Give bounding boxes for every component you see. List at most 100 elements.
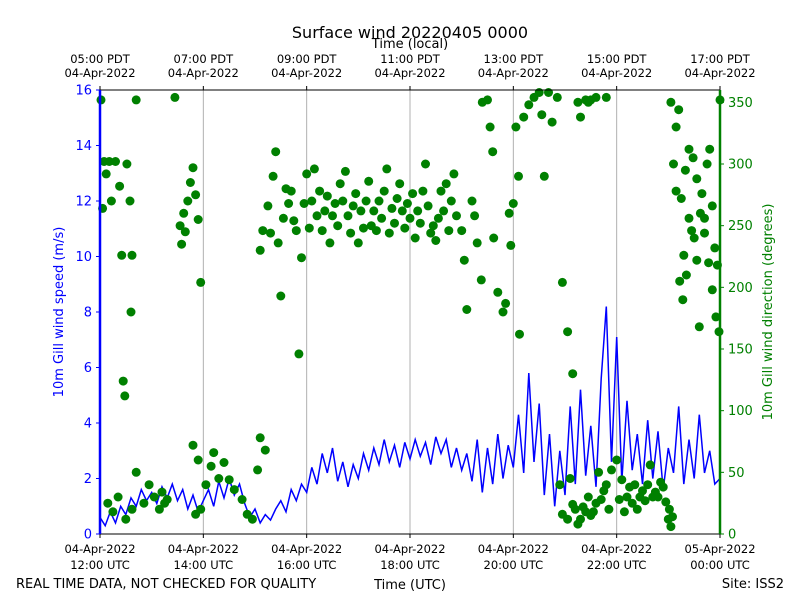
wind-direction-point-159 [539,171,549,181]
wind-direction-point-78 [312,211,322,221]
wind-speed-line [99,306,721,528]
wind-direction-point-122 [426,228,436,238]
bottom-tick-date-20: 04-Apr-2022 [478,542,549,556]
wind-direction-point-74 [302,169,312,179]
wind-direction-point-6 [111,157,120,166]
top-tick-time-18: 11:00 PDT [380,52,441,66]
wind-direction-point-183 [583,492,593,502]
wind-direction-point-101 [371,226,381,236]
wind-direction-point-241 [684,144,694,154]
wind-direction-point-111 [397,206,407,216]
wind-direction-point-204 [640,496,650,506]
wind-direction-point-26 [157,487,167,497]
top-tick-date-22: 04-Apr-2022 [581,66,652,80]
wind-direction-point-36 [188,163,198,173]
left-tick-label-14: 14 [75,139,92,154]
bottom-tick-time-14: 14:00 UTC [174,558,234,572]
wind-direction-point-176 [565,474,575,483]
wind-direction-point-35 [185,178,195,187]
wind-direction-point-201 [632,504,642,514]
right-tick-label-250: 250 [728,219,753,234]
wind-direction-point-147 [501,298,511,308]
bottom-tick-time-16: 16:00 UTC [277,558,337,572]
wind-direction-point-60 [266,228,275,238]
wind-direction-point-61 [268,171,278,181]
wind-direction-point-57 [255,245,265,255]
bottom-tick-date-12: 04-Apr-2022 [64,542,135,556]
wind-direction-point-126 [436,186,446,196]
top-tick-date-24: 04-Apr-2022 [684,66,755,80]
wind-direction-point-55 [255,433,265,443]
wind-direction-point-160 [544,88,553,97]
wind-direction-point-151 [511,122,521,132]
wind-direction-point-161 [547,117,557,127]
wind-direction-point-112 [400,223,410,233]
wind-direction-point-22 [139,498,149,508]
wind-direction-point-108 [390,218,399,228]
top-tick-time-24: 17:00 PDT [690,52,751,66]
wind-direction-point-133 [457,226,467,236]
wind-direction-point-239 [678,295,688,305]
wind-direction-point-214 [664,504,674,514]
wind-direction-point-232 [707,201,717,211]
wind-direction-point-50 [229,485,239,495]
bottom-tick-time-24: 00:00 UTC [690,558,750,572]
wind-direction-point-86 [333,221,343,231]
axes [96,86,724,538]
bottom-tick-time-12: 12:00 UTC [70,558,130,572]
top-tick-date-18: 04-Apr-2022 [374,66,445,80]
wind-direction-point-83 [325,238,335,248]
wind-direction-point-53 [247,514,257,524]
wind-direction-point-96 [359,223,368,233]
wind-direction-point-233 [710,243,720,253]
wind-direction-point-84 [328,211,337,221]
wind-direction-point-17 [108,507,118,517]
wind-direction-point-104 [379,186,389,196]
wind-direction-point-5 [106,196,116,206]
wind-direction-point-10 [120,391,130,401]
top-tick-time-22: 15:00 PDT [587,52,648,66]
wind-direction-point-231 [705,144,715,154]
wind-direction-point-97 [361,196,371,206]
wind-direction-point-173 [555,480,565,490]
wind-direction-point-222 [681,270,691,280]
top-tick-time-14: 07:00 PDT [174,52,235,66]
wind-direction-point-185 [588,507,598,517]
wind-direction-point-14 [127,250,137,260]
wind-direction-point-164 [563,327,573,337]
wind-direction-point-32 [179,208,189,218]
wind-direction-point-144 [489,233,499,243]
wind-direction-point-230 [702,159,712,169]
top-tick-date-16: 04-Apr-2022 [271,66,342,80]
wind-direction-point-154 [519,112,529,122]
wind-direction-point-192 [607,465,616,475]
wind-direction-point-217 [669,159,678,169]
wind-direction-point-134 [459,255,469,265]
wind-direction-point-29 [170,92,180,102]
wind-direction-point-195 [617,475,627,485]
wind-direction-point-85 [330,199,340,208]
wind-direction-point-243 [692,174,702,184]
wind-direction-point-197 [622,492,632,502]
wind-direction-point-124 [431,236,441,245]
wind-direction-point-9 [118,376,128,386]
top-tick-time-16: 09:00 PDT [277,52,338,66]
wind-direction-point-109 [392,194,402,203]
wind-direction-point-82 [322,191,332,201]
wind-direction-point-127 [439,206,449,216]
wind-direction-point-59 [263,201,273,211]
wind-direction-point-187 [594,467,604,477]
wind-direction-point-19 [121,514,131,524]
right-tick-label-150: 150 [728,343,753,358]
wind-direction-point-39 [196,277,206,287]
wind-direction-point-166 [573,97,583,107]
plot-area [96,88,725,532]
wind-direction-point-31 [177,239,187,249]
left-tick-label-4: 4 [84,417,92,432]
wind-direction-point-117 [413,206,423,216]
wind-direction-point-58 [258,226,268,236]
wind-direction-point-162 [552,92,562,102]
wind-direction-point-142 [485,122,495,132]
wind-direction-point-125 [433,213,443,223]
wind-direction-point-200 [630,480,640,490]
